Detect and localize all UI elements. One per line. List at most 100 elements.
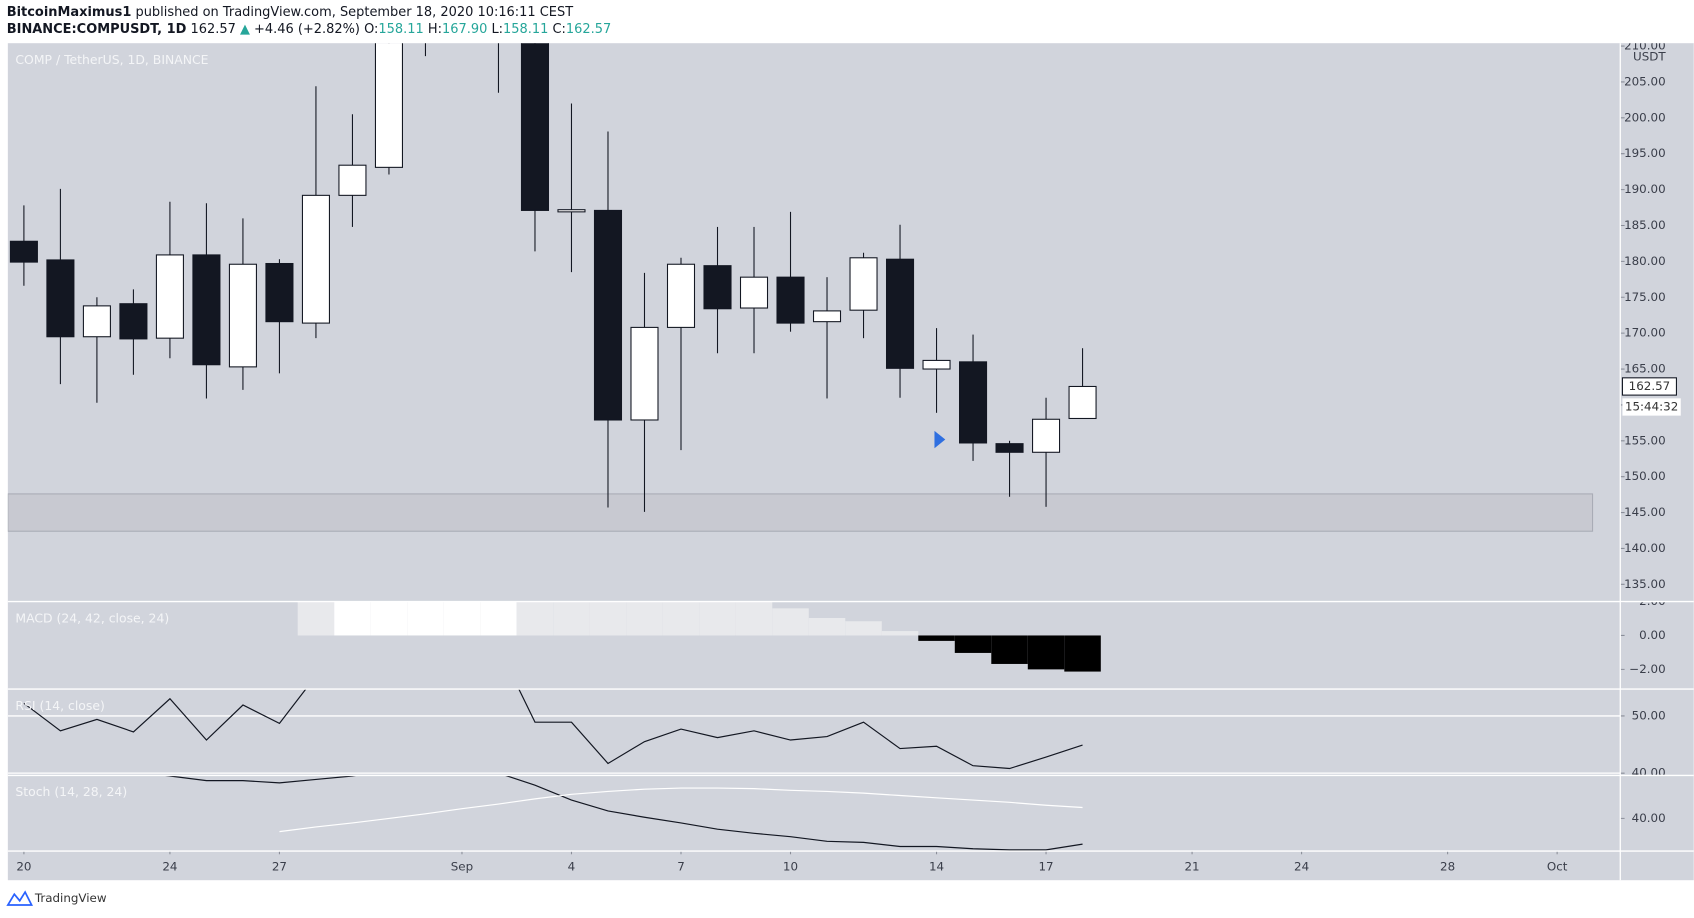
arrow: ▲ <box>240 22 250 37</box>
price: 162.57 <box>191 22 236 37</box>
y-tick-label: 165.00 <box>1624 362 1666 376</box>
histogram-bar <box>808 618 846 636</box>
candle-body <box>192 254 221 366</box>
histogram-bar <box>954 635 992 653</box>
histogram-bar <box>297 601 335 636</box>
symbol: BINANCE:COMPUSDT, 1D <box>7 22 187 37</box>
candle-body <box>557 209 586 213</box>
panel-plot <box>297 601 1101 672</box>
y-tick-label: 170.00 <box>1624 326 1666 340</box>
panel-title: RSI (14, close) <box>15 698 104 713</box>
histogram-bar <box>370 601 408 636</box>
candle-body <box>630 326 659 421</box>
candle-body <box>9 240 38 263</box>
panel-title: Stoch (14, 28, 24) <box>15 784 127 799</box>
footer-logo <box>6 890 33 906</box>
price-label-box <box>1621 377 1677 396</box>
marker-arrow <box>934 430 946 449</box>
y-tick-label: 210.00 <box>1624 39 1666 53</box>
candle-body <box>82 305 111 338</box>
panel-title: MACD (24, 42, close, 24) <box>15 610 169 625</box>
candle-body <box>1068 385 1097 420</box>
countdown-box <box>1622 398 1681 416</box>
candle-body <box>338 164 367 196</box>
histogram-bar <box>735 601 773 636</box>
candle-body <box>776 276 805 324</box>
candle-body <box>119 303 148 340</box>
c-key: C: <box>553 22 566 37</box>
indicator-line <box>23 689 1083 770</box>
y-tick-label: 2.00 <box>1639 594 1665 608</box>
histogram-bar <box>516 601 554 636</box>
histogram-bar <box>589 601 627 636</box>
panel-axis: 50.00 40.00 <box>1620 708 1666 780</box>
histogram-bar <box>918 635 955 641</box>
candle-body <box>593 209 623 421</box>
y-tick-label: −2.00 <box>1629 662 1665 676</box>
candle-body <box>922 359 951 370</box>
x-tick-label: 24 <box>162 860 177 874</box>
x-tick-label: 4 <box>568 860 576 874</box>
symbol-line: BINANCE:COMPUSDT, 1D 162.57 ▲ +4.46 (+2.… <box>7 22 611 37</box>
candle-body <box>374 43 403 168</box>
histogram-bar <box>1064 635 1101 672</box>
y-tick-label: 140.00 <box>1624 541 1666 555</box>
candle-body <box>520 43 550 211</box>
candle-body <box>1032 418 1061 453</box>
o-key: O: <box>364 22 378 37</box>
h-value: 167.90 <box>442 22 487 37</box>
panel-plot <box>160 775 1083 851</box>
x-tick-label: 7 <box>677 860 685 874</box>
panel-plot <box>7 43 1594 532</box>
candle-body <box>959 361 988 444</box>
change: +4.46 (+2.82%) <box>254 22 360 37</box>
countdown: 15:44:32 <box>1625 399 1678 413</box>
histogram-bar <box>662 601 700 636</box>
histogram-bar <box>1027 635 1065 670</box>
publish-line: BitcoinMaximus1 published on TradingView… <box>7 4 573 19</box>
histogram-bar <box>334 601 371 636</box>
candle-body <box>155 254 184 339</box>
indicator-line <box>160 775 1083 851</box>
x-tick-label: 28 <box>1440 860 1455 874</box>
panel-axis: 40.00 <box>1620 811 1666 825</box>
y-tick-label: 145.00 <box>1624 505 1666 519</box>
candle-body <box>228 263 257 368</box>
panel-axis: 135.00140.00145.00150.00155.00160.00165.… <box>1620 39 1666 591</box>
y-tick-label: 205.00 <box>1624 74 1666 88</box>
y-tick-label: 135.00 <box>1624 577 1666 591</box>
panel-title: COMP / TetherUS, 1D, BINANCE <box>15 52 208 67</box>
histogram-bar <box>991 635 1028 664</box>
panel-axis: 2.00 0.00 −2.00 <box>1620 594 1666 676</box>
candle-body <box>812 310 842 323</box>
x-tick-label: 21 <box>1185 860 1200 874</box>
x-tick-label: Sep <box>451 860 473 874</box>
x-tick-label: 10 <box>783 860 798 874</box>
footer-brand[interactable]: TradingView <box>34 891 107 905</box>
chart-background <box>7 43 1694 881</box>
y-tick-label: 155.00 <box>1624 433 1666 447</box>
author[interactable]: BitcoinMaximus1 <box>7 4 132 19</box>
y-tick-label: 40.00 <box>1632 811 1666 825</box>
histogram-bar <box>443 601 481 636</box>
h-key: H: <box>428 22 442 37</box>
x-tick-label: 14 <box>929 860 944 874</box>
y-tick-label: 150.00 <box>1624 469 1666 483</box>
x-tick-label: 24 <box>1294 860 1309 874</box>
candle-body <box>739 276 769 309</box>
y-tick-label: 40.00 <box>1632 766 1666 780</box>
price-label: 162.57 <box>1629 379 1671 393</box>
histogram-bar <box>845 621 882 636</box>
histogram-bar <box>480 601 517 636</box>
candle-body <box>885 258 915 369</box>
l-value: 158.11 <box>503 22 548 37</box>
candle-body <box>301 194 330 324</box>
candle-body <box>46 259 75 338</box>
y-tick-label: 190.00 <box>1624 182 1666 196</box>
indicator-line <box>279 787 1083 833</box>
y-tick-label: 175.00 <box>1624 290 1666 304</box>
y-tick-label: 200.00 <box>1624 110 1666 124</box>
x-tick-label: Oct <box>1547 860 1568 874</box>
y-tick-label: 185.00 <box>1624 218 1666 232</box>
